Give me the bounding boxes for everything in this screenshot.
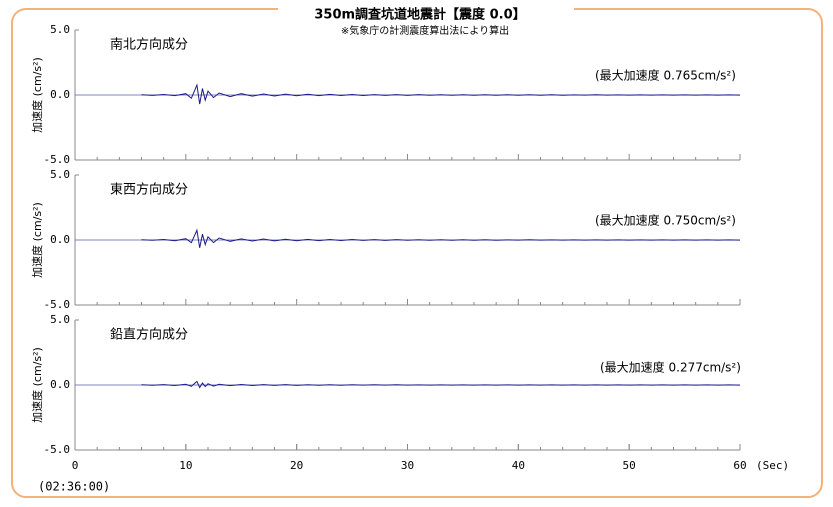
y-tick-label: 5.0 — [50, 168, 70, 181]
peak-annotation: (最大加速度 0.750cm/s²) — [595, 213, 736, 228]
x-tick-label: 30 — [401, 459, 414, 472]
y-axis-label: 加速度 (cm/s²) — [30, 347, 44, 423]
x-tick-label: 20 — [290, 459, 303, 472]
component-label: 鉛直方向成分 — [110, 327, 188, 343]
component-label: 南北方向成分 — [110, 37, 188, 53]
title: 350m調査坑道地震計【震度 0.0】 — [314, 7, 525, 23]
y-tick-label: 5.0 — [50, 23, 70, 36]
y-axis-label: 加速度 (cm/s²) — [30, 202, 44, 278]
x-tick-label: 60 — [733, 459, 746, 472]
peak-annotation: (最大加速度 0.277cm/s²) — [600, 360, 741, 375]
y-tick-label: 0.0 — [50, 88, 70, 101]
x-axis-label: (Sec) — [756, 459, 789, 472]
x-tick-label: 0 — [72, 459, 79, 472]
y-tick-label: -5.0 — [44, 443, 71, 456]
waveform — [141, 228, 741, 248]
peak-annotation: (最大加速度 0.765cm/s²) — [595, 68, 736, 83]
waveform — [141, 83, 741, 105]
y-axis-label: 加速度 (cm/s²) — [30, 57, 44, 133]
subtitle: ※気象庁の計測震度算出法により算出 — [341, 24, 509, 37]
y-tick-label: -5.0 — [44, 153, 71, 166]
y-tick-label: 5.0 — [50, 313, 70, 326]
y-tick-label: -5.0 — [44, 298, 71, 311]
x-tick-label: 10 — [179, 459, 192, 472]
component-label: 東西方向成分 — [110, 182, 188, 198]
y-tick-label: 0.0 — [50, 233, 70, 246]
x-tick-label: 40 — [512, 459, 525, 472]
y-tick-label: 0.0 — [50, 378, 70, 391]
title-box — [278, 2, 574, 38]
waveform — [141, 380, 741, 389]
time-label: (02:36:00) — [38, 480, 110, 494]
x-tick-label: 50 — [623, 459, 636, 472]
